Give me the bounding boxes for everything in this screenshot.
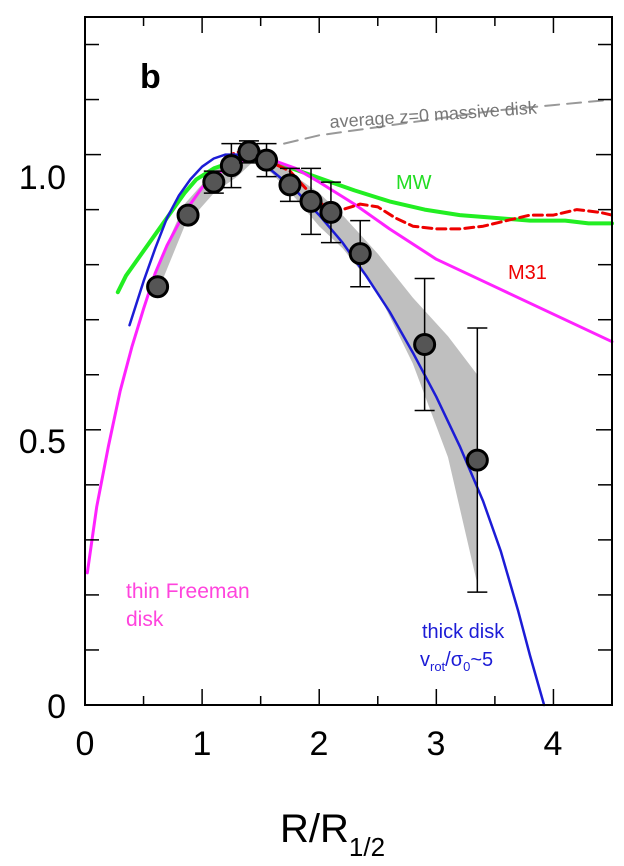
data-point-3 [219,142,243,189]
thick-slash-sigma: /σ [445,649,464,671]
data-marker-1 [176,203,200,227]
y-tick-label-1.0: 1.0 [19,159,66,197]
y-tick-label-0.5: 0.5 [19,423,66,461]
data-marker-10 [413,332,437,356]
m31-label: M31 [508,262,547,284]
data-marker-6 [278,173,302,197]
freeman-label-line1: thin Freeman [126,580,250,603]
data-point-9 [348,219,372,288]
data-marker-0 [146,275,170,299]
data-point-5 [255,142,279,178]
x-tick-label-4: 4 [544,725,563,763]
x-axis-title-subscript: 1/2 [349,832,385,862]
thick-rot-subscript: rot [430,659,446,674]
x-tick-label-0: 0 [76,725,95,763]
data-point-6 [278,167,302,203]
x-tick-label-3: 3 [427,725,446,763]
thick-disk-label-line2: vrot/σ0~5 [420,649,493,674]
thick-zero-subscript: 0 [463,659,470,674]
x-axis-title-main: R/R [280,807,349,851]
y-tick-label-0: 0 [47,688,66,726]
data-point-7 [299,167,323,236]
thick-v: v [420,649,430,671]
x-tick-label-1: 1 [193,725,212,763]
x-axis-title: R/R1/2 [280,807,385,862]
data-points-layer [146,140,489,593]
average-disk-label: average z=0 massive disk [329,97,538,132]
data-point-1 [176,203,200,227]
data-point-11 [465,327,489,593]
axis-ticks-layer [84,17,613,706]
data-marker-8 [319,200,343,224]
data-marker-11 [465,448,489,472]
m31-line [224,150,614,231]
thick-approx: ~5 [470,649,493,671]
data-marker-7 [299,189,323,213]
data-point-0 [146,275,170,299]
average-disk-line [283,98,613,145]
data-point-10 [413,277,437,412]
mw-label: MW [396,172,432,194]
data-point-8 [319,181,343,244]
freeman-label-line2: disk [126,608,164,631]
data-marker-9 [348,242,372,266]
x-tick-label-2: 2 [310,725,329,763]
data-point-2 [202,170,226,194]
plot-frame [84,16,613,706]
data-marker-5 [255,148,279,172]
data-marker-3 [219,154,243,178]
data-marker-2 [202,170,226,194]
thick-disk-label-line1: thick disk [422,621,505,643]
panel-label: b [140,58,161,96]
model-curves-layer [85,98,614,707]
